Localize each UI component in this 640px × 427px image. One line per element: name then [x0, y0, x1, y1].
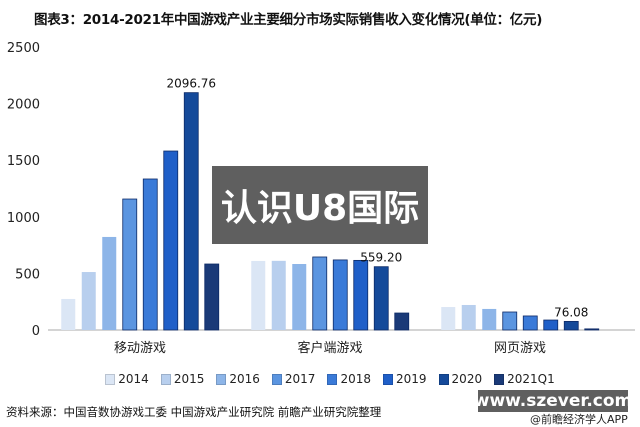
bar-2017 [312, 256, 328, 331]
legend-swatch [105, 373, 116, 385]
data-label: 559.20 [360, 251, 402, 265]
legend-swatch [327, 373, 338, 385]
bar-2018 [522, 315, 538, 331]
bar-2019 [543, 319, 559, 331]
y-tick-label: 2500 [7, 41, 40, 56]
chart-title: 图表3：2014-2021年中国游戏产业主要细分市场实际销售收入变化情况(单位：… [34, 12, 543, 28]
bar-2021Q1 [204, 263, 220, 331]
legend-swatch [383, 373, 393, 385]
data-label: 2096.76 [166, 77, 216, 91]
legend-item: 2015 [160, 372, 205, 386]
overlay-banner: 认识U8国际 [212, 166, 428, 244]
legend-label: 2021Q1 [507, 372, 555, 386]
bar-2018 [332, 259, 348, 331]
bar-2016 [102, 236, 117, 330]
x-tick-label: 移动游戏 [114, 341, 166, 356]
bar-2021Q1 [394, 312, 410, 331]
legend-label: 2017 [284, 372, 316, 386]
legend-label: 2019 [396, 372, 427, 386]
x-tick-label: 网页游戏 [494, 341, 546, 356]
bar-2015 [81, 272, 96, 330]
bar-2014 [441, 307, 456, 330]
bar-2020 [373, 266, 389, 331]
y-tick-label: 1500 [7, 154, 40, 169]
legend-item: 2016 [216, 372, 260, 386]
bar-2017 [502, 311, 518, 331]
legend-swatch [160, 373, 171, 385]
legend-label: 2014 [118, 372, 149, 386]
legend-label: 2016 [229, 372, 260, 386]
bar-2021Q1 [584, 328, 600, 331]
bar-2020 [563, 320, 579, 331]
bar-2017 [122, 198, 138, 331]
source-note: 资料来源：中国音数协游戏工委 中国游戏产业研究院 前瞻产业研究院整理 [6, 405, 382, 419]
bar-2015 [271, 260, 286, 330]
bar-2016 [482, 308, 497, 330]
bar-2020 [183, 92, 199, 331]
legend-item: 2021Q1 [494, 372, 555, 386]
data-label: 76.08 [554, 305, 588, 319]
legend-item: 2014 [105, 372, 149, 386]
y-tick-label: 2000 [7, 98, 40, 113]
legend-item: 2018 [327, 372, 371, 386]
watermark-url: www.szever.com [473, 390, 633, 412]
y-tick-label: 500 [15, 267, 40, 282]
bar-2019 [163, 150, 179, 331]
x-tick-label: 客户端游戏 [297, 340, 362, 356]
legend-swatch [216, 373, 227, 385]
bar-2019 [353, 259, 369, 331]
app-credit: @前瞻经济学人APP [530, 413, 628, 426]
legend-label: 2015 [173, 372, 205, 386]
legend-label: 2020 [451, 372, 483, 386]
legend-item: 2017 [271, 372, 316, 386]
bar-2016 [292, 264, 307, 330]
y-tick-label: 0 [32, 324, 40, 339]
bar-2014 [61, 298, 76, 330]
legend-swatch [438, 373, 449, 385]
legend-swatch [494, 373, 505, 385]
bar-2015 [461, 304, 476, 330]
y-tick-label: 1000 [7, 211, 40, 226]
bar-2014 [251, 260, 266, 330]
legend-item: 2020 [438, 372, 483, 386]
legend-swatch [271, 373, 282, 385]
bar-2018 [142, 178, 158, 331]
legend: 2014 2015 2016 2017 2018 2019 2020 2021Q1 [0, 372, 640, 386]
legend-item: 2019 [383, 372, 427, 386]
legend-label: 2018 [340, 372, 371, 386]
